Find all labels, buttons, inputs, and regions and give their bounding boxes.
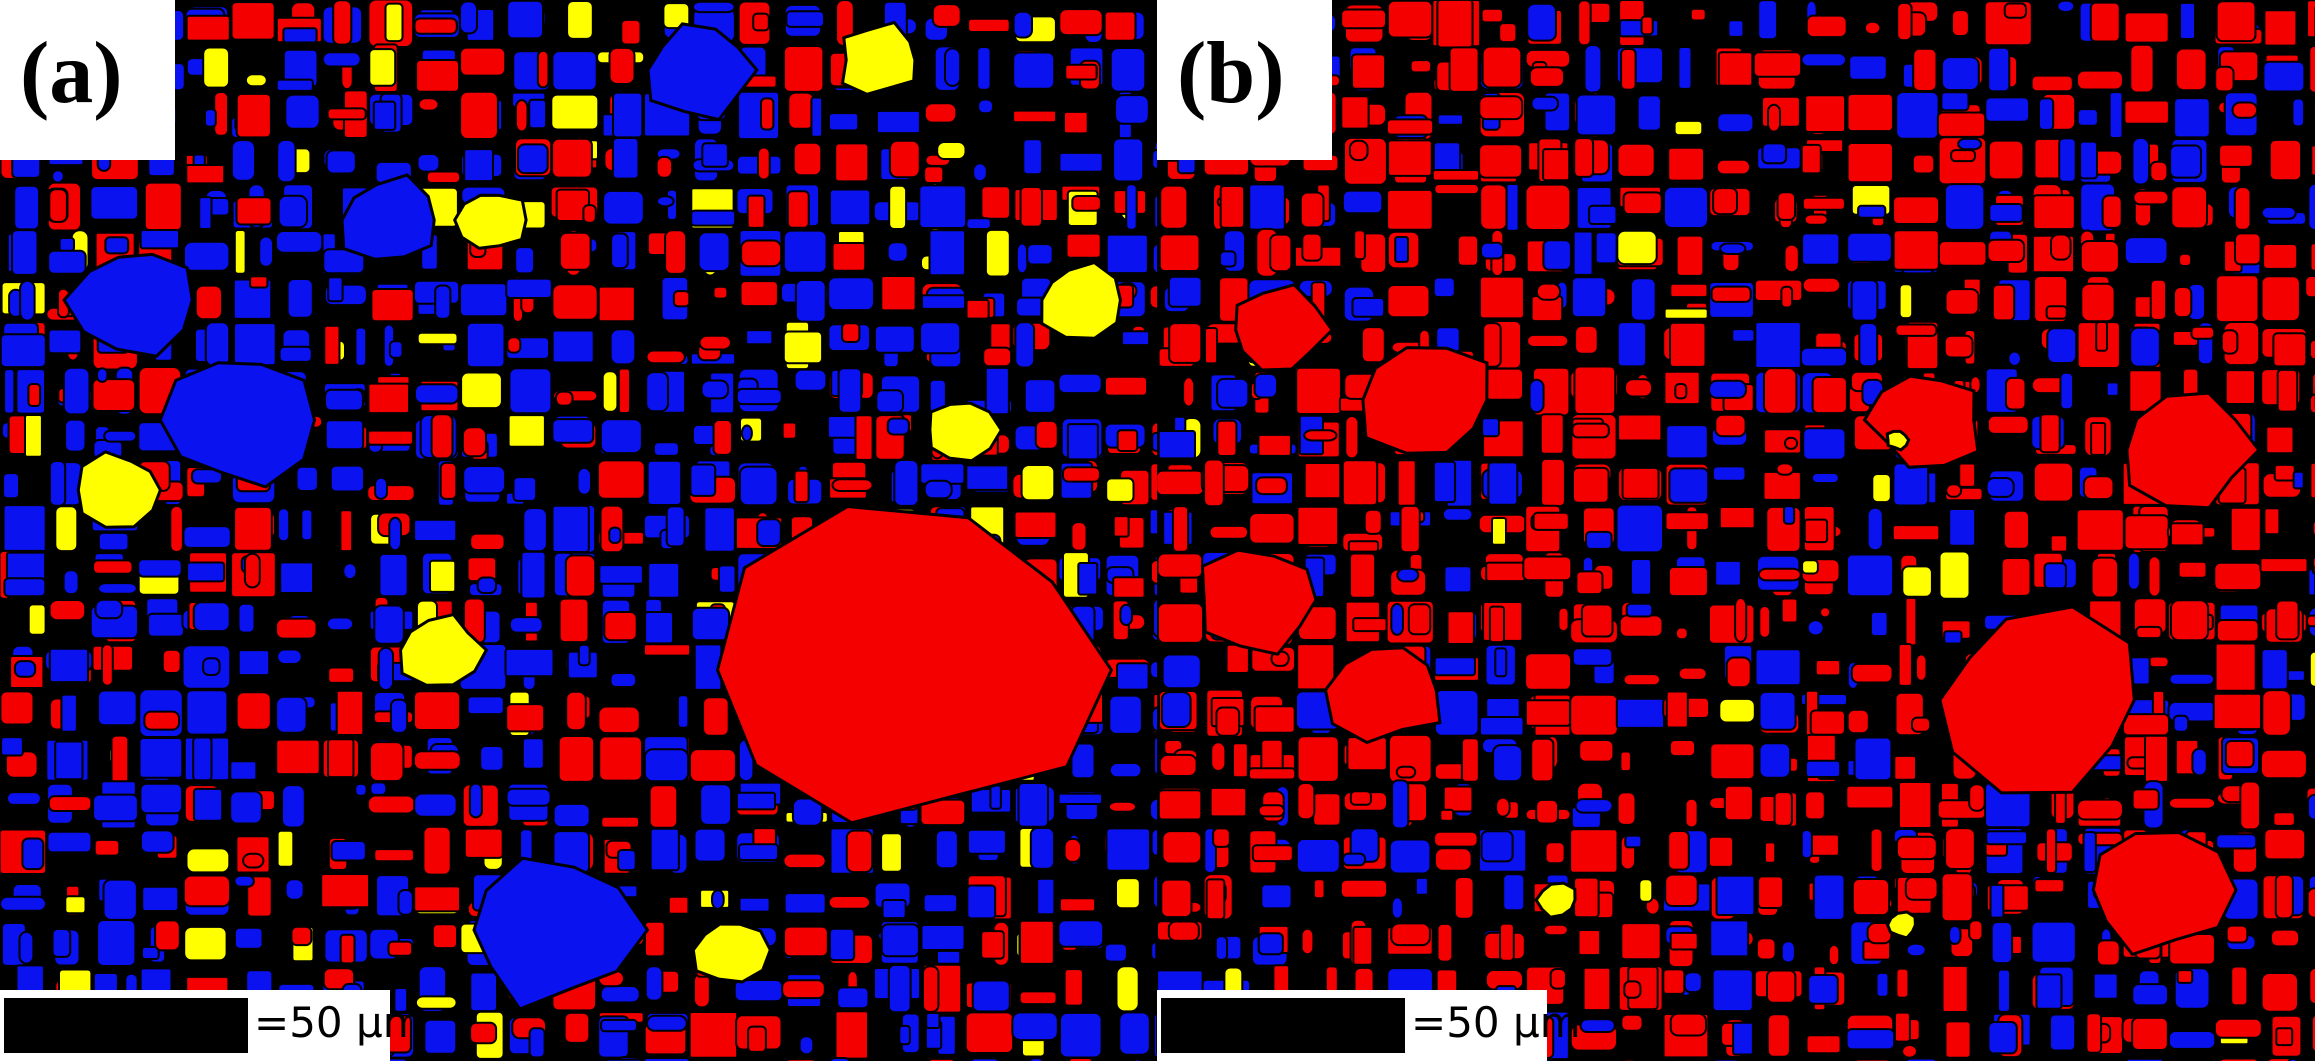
scale-bar-b: =50 μm: [1157, 990, 1581, 1061]
panel-label-box-a: (a): [0, 0, 175, 160]
panel-label-box-b: (b): [1157, 0, 1332, 160]
scale-bar-fill-b: [1161, 998, 1405, 1053]
phase-map-b-image: [1157, 0, 2315, 1061]
scale-bar-fill-a: [4, 998, 248, 1053]
ebsd-phase-map-a: (a) =50 μm: [0, 0, 1157, 1061]
ebsd-phase-map-b: (b) =50 μm: [1157, 0, 2315, 1061]
panel-label-a: (a): [20, 25, 123, 122]
panel-label-b: (b): [1177, 25, 1285, 122]
scale-bar-a: =50 μm: [0, 990, 424, 1061]
phase-map-a-image: [0, 0, 1157, 1061]
scale-bar-label-a: =50 μm: [254, 998, 424, 1047]
scale-bar-label-b: =50 μm: [1411, 998, 1581, 1047]
